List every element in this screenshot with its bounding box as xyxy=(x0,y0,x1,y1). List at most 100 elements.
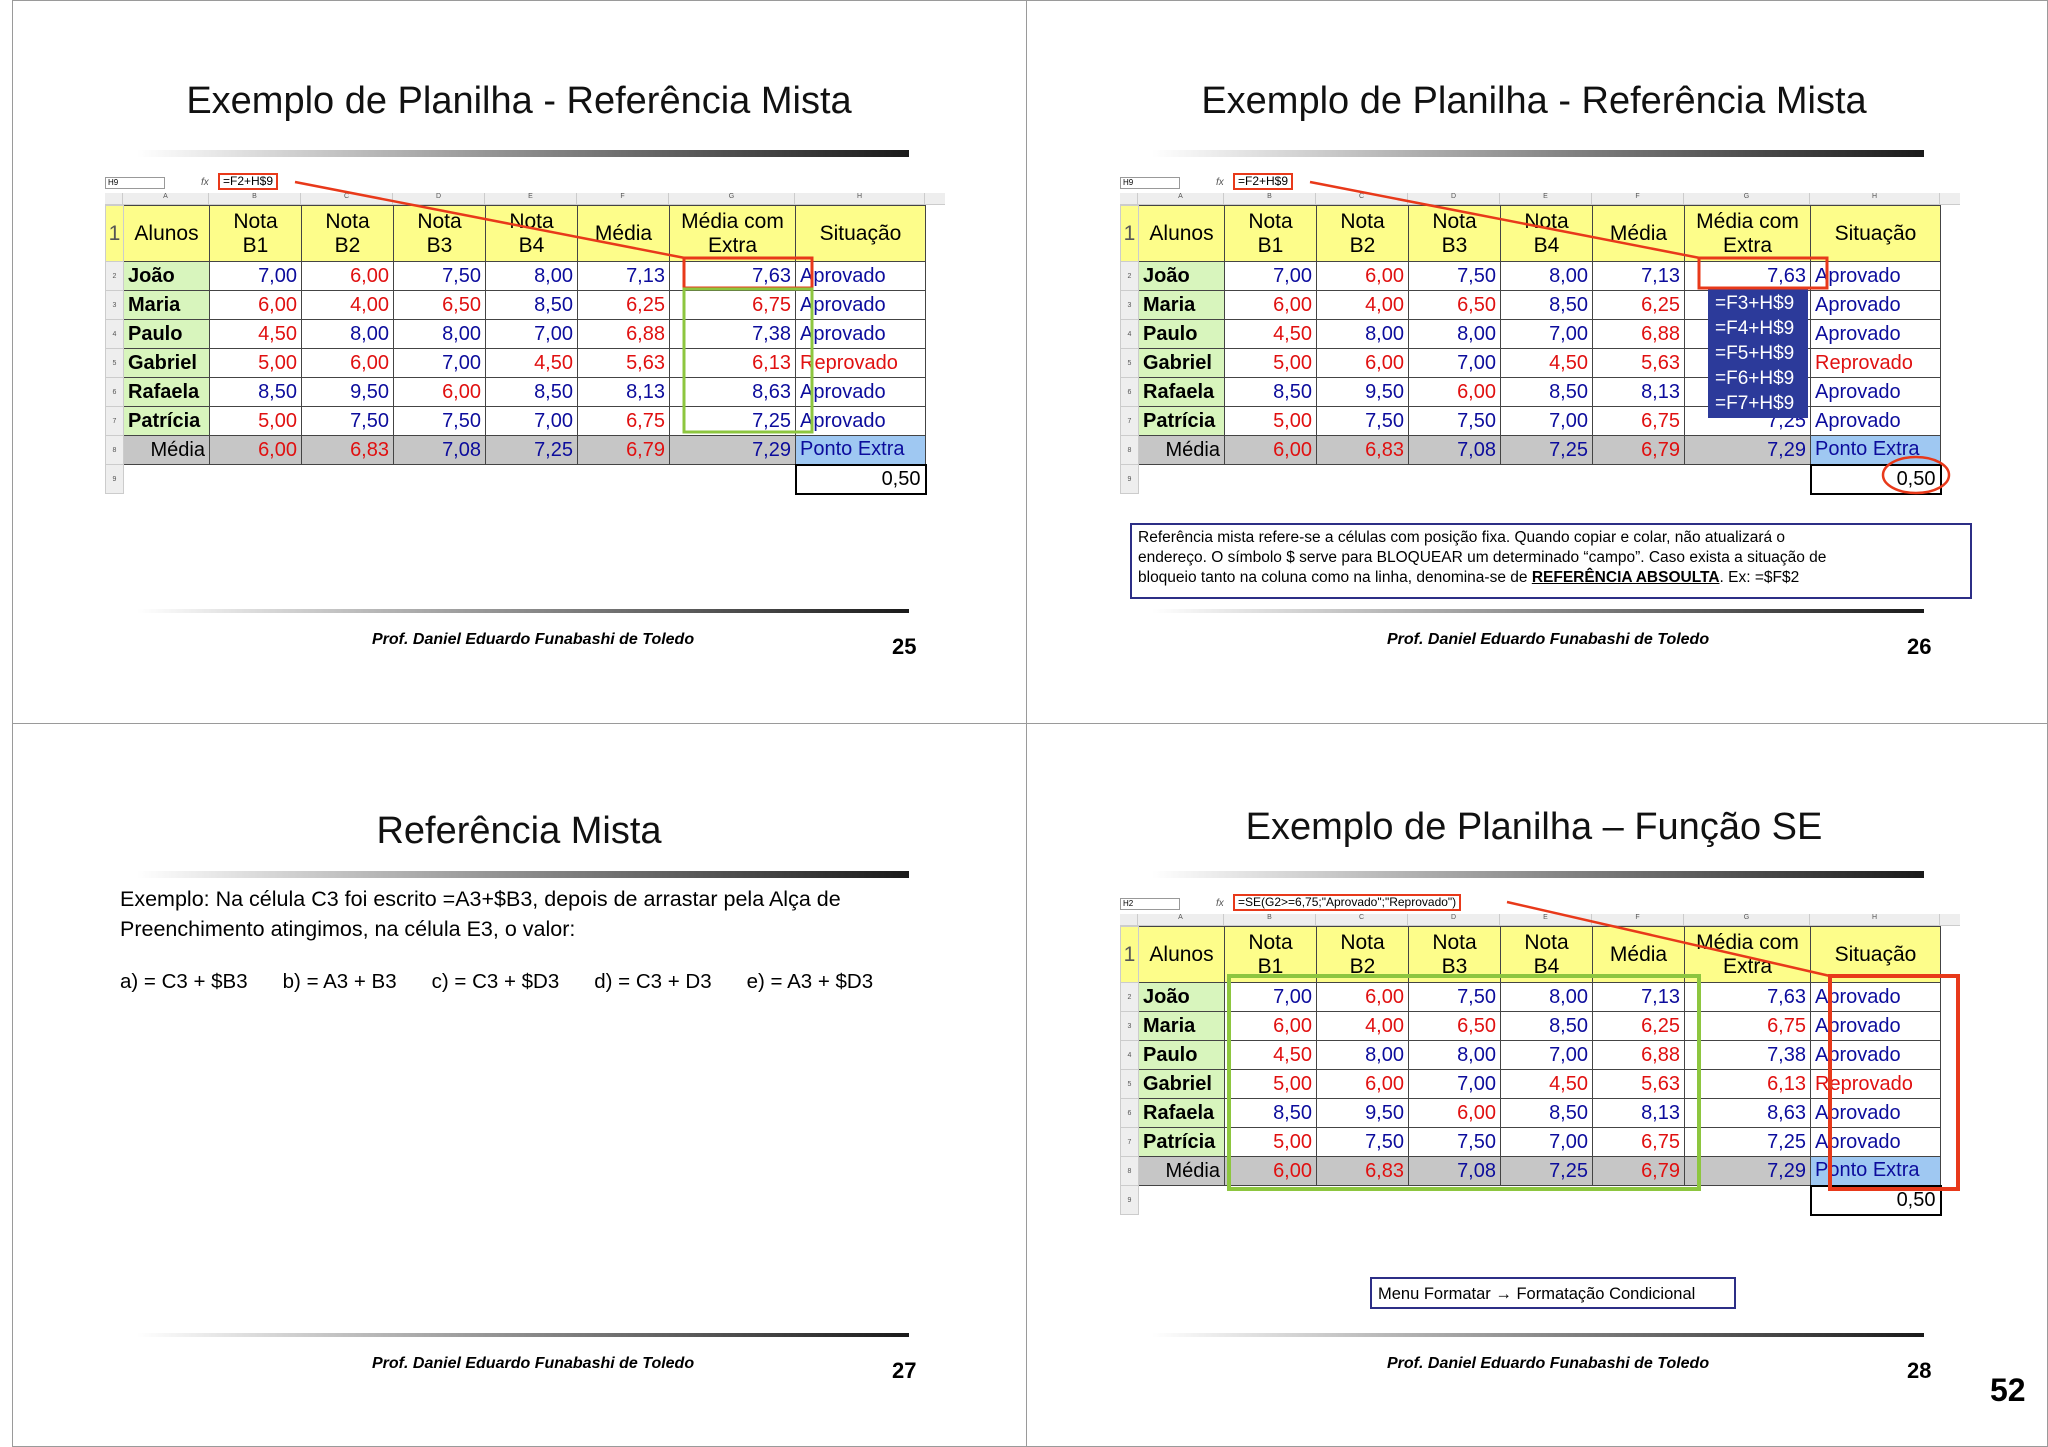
header-cell[interactable]: Nota B1 xyxy=(1224,926,1317,983)
column-header-f[interactable]: F xyxy=(1592,914,1684,925)
column-header-h[interactable]: H xyxy=(1810,914,1940,925)
column-header-c[interactable]: C xyxy=(301,193,393,204)
grade-cell[interactable]: 7,00 xyxy=(393,348,486,378)
column-header-c[interactable]: C xyxy=(1316,914,1408,925)
student-name-cell[interactable]: Paulo xyxy=(1138,319,1225,349)
header-cell[interactable]: Média xyxy=(577,205,670,262)
average-cell[interactable]: 6,25 xyxy=(1592,290,1685,320)
student-name-cell[interactable]: Rafaela xyxy=(123,377,210,407)
grade-cell[interactable]: 4,50 xyxy=(1500,348,1593,378)
header-cell[interactable]: Nota B2 xyxy=(1316,926,1409,983)
grade-cell[interactable]: 4,50 xyxy=(1500,1069,1593,1099)
grade-cell[interactable]: 7,50 xyxy=(393,261,486,291)
grade-cell[interactable]: 5,00 xyxy=(1224,1127,1317,1157)
average-cell[interactable]: 6,88 xyxy=(1592,319,1685,349)
header-cell[interactable]: Nota B1 xyxy=(1224,205,1317,262)
grade-cell[interactable]: 8,50 xyxy=(485,290,578,320)
column-header-d[interactable]: D xyxy=(393,193,485,204)
column-header-e[interactable]: E xyxy=(485,193,577,204)
average-cell[interactable]: 6,75 xyxy=(1592,406,1685,436)
average-cell[interactable]: 6,25 xyxy=(577,290,670,320)
grade-cell[interactable]: 6,00 xyxy=(301,348,394,378)
column-header-g[interactable]: G xyxy=(669,193,795,204)
grade-cell[interactable]: 8,50 xyxy=(1224,377,1317,407)
average-value-cell[interactable]: 6,00 xyxy=(1224,1156,1317,1186)
extra-average-cell[interactable]: 7,25 xyxy=(669,406,796,436)
column-header-f[interactable]: F xyxy=(577,193,669,204)
formula-bar[interactable]: H2 fx =SE(G2>=6,75;"Aprovado";"Reprovado") xyxy=(1120,894,1960,914)
header-cell[interactable]: Nota B3 xyxy=(1408,926,1501,983)
grade-cell[interactable]: 7,50 xyxy=(1408,406,1501,436)
average-value-cell[interactable]: 6,83 xyxy=(1316,435,1409,465)
grade-cell[interactable]: 9,50 xyxy=(1316,1098,1409,1128)
grade-cell[interactable]: 6,00 xyxy=(301,261,394,291)
grade-cell[interactable]: 7,00 xyxy=(1408,348,1501,378)
student-name-cell[interactable]: Patrícia xyxy=(123,406,210,436)
header-cell[interactable]: Situação xyxy=(795,205,926,262)
student-name-cell[interactable]: João xyxy=(1138,982,1225,1012)
grade-cell[interactable]: 6,00 xyxy=(393,377,486,407)
column-header-a[interactable]: A xyxy=(1138,193,1224,204)
header-cell[interactable]: Média xyxy=(1592,205,1685,262)
grade-cell[interactable]: 8,50 xyxy=(209,377,302,407)
grade-cell[interactable]: 7,00 xyxy=(1500,1040,1593,1070)
grade-cell[interactable]: 8,00 xyxy=(1408,1040,1501,1070)
grade-cell[interactable]: 5,00 xyxy=(1224,1069,1317,1099)
status-cell[interactable]: Aprovado xyxy=(795,319,926,349)
status-cell[interactable]: Aprovado xyxy=(1810,1098,1941,1128)
header-cell[interactable]: Média com Extra xyxy=(1684,926,1811,983)
student-name-cell[interactable]: Gabriel xyxy=(1138,1069,1225,1099)
column-header-g[interactable]: G xyxy=(1684,193,1810,204)
grade-cell[interactable]: 8,00 xyxy=(301,319,394,349)
average-label[interactable]: Média xyxy=(1138,1156,1225,1186)
header-cell[interactable]: Média com Extra xyxy=(1684,205,1811,262)
status-cell[interactable]: Aprovado xyxy=(1810,261,1941,291)
grade-cell[interactable]: 8,50 xyxy=(1500,1011,1593,1041)
grade-cell[interactable]: 6,00 xyxy=(1316,982,1409,1012)
status-cell[interactable]: Reprovado xyxy=(1810,348,1941,378)
header-cell[interactable]: Alunos xyxy=(123,205,210,262)
grade-cell[interactable]: 8,00 xyxy=(1500,982,1593,1012)
header-cell[interactable]: Nota B4 xyxy=(1500,205,1593,262)
grade-cell[interactable]: 5,00 xyxy=(1224,348,1317,378)
average-cell[interactable]: 8,13 xyxy=(577,377,670,407)
grade-cell[interactable]: 6,00 xyxy=(1408,377,1501,407)
grade-cell[interactable]: 4,00 xyxy=(301,290,394,320)
extra-average-cell[interactable]: 8,63 xyxy=(1684,1098,1811,1128)
header-cell[interactable]: Nota B4 xyxy=(1500,926,1593,983)
extra-point-value-cell[interactable]: 0,50 xyxy=(1809,1184,1942,1216)
grade-cell[interactable]: 5,00 xyxy=(209,348,302,378)
grade-cell[interactable]: 8,00 xyxy=(393,319,486,349)
header-cell[interactable]: Nota B1 xyxy=(209,205,302,262)
grade-cell[interactable]: 7,50 xyxy=(1316,406,1409,436)
grade-cell[interactable]: 8,50 xyxy=(1500,1098,1593,1128)
student-name-cell[interactable]: Maria xyxy=(123,290,210,320)
grade-cell[interactable]: 5,00 xyxy=(209,406,302,436)
column-header-b[interactable]: B xyxy=(1224,914,1316,925)
grade-cell[interactable]: 7,00 xyxy=(209,261,302,291)
column-header-c[interactable]: C xyxy=(1316,193,1408,204)
student-name-cell[interactable]: Gabriel xyxy=(1138,348,1225,378)
column-header-g[interactable]: G xyxy=(1684,914,1810,925)
grade-cell[interactable]: 8,00 xyxy=(1316,319,1409,349)
column-header-b[interactable]: B xyxy=(1224,193,1316,204)
column-header-d[interactable]: D xyxy=(1408,193,1500,204)
average-value-cell[interactable]: 7,08 xyxy=(1408,1156,1501,1186)
grade-cell[interactable]: 8,50 xyxy=(1500,377,1593,407)
header-cell[interactable]: Nota B4 xyxy=(485,205,578,262)
grade-cell[interactable]: 9,50 xyxy=(1316,377,1409,407)
ponto-extra-label[interactable]: Ponto Extra xyxy=(795,435,926,465)
average-value-cell[interactable]: 6,79 xyxy=(577,435,670,465)
average-value-cell[interactable]: 7,25 xyxy=(485,435,578,465)
grade-cell[interactable]: 6,50 xyxy=(393,290,486,320)
status-cell[interactable]: Aprovado xyxy=(1810,1040,1941,1070)
average-value-cell[interactable]: 7,25 xyxy=(1500,435,1593,465)
header-cell[interactable]: Nota B2 xyxy=(301,205,394,262)
grade-cell[interactable]: 4,50 xyxy=(209,319,302,349)
grade-cell[interactable]: 5,00 xyxy=(1224,406,1317,436)
extra-average-cell[interactable]: 7,63 xyxy=(669,261,796,291)
formula-input[interactable]: =F2+H$9 xyxy=(1233,173,1294,190)
student-name-cell[interactable]: João xyxy=(1138,261,1225,291)
average-value-cell[interactable]: 6,83 xyxy=(1316,1156,1409,1186)
grade-cell[interactable]: 9,50 xyxy=(301,377,394,407)
